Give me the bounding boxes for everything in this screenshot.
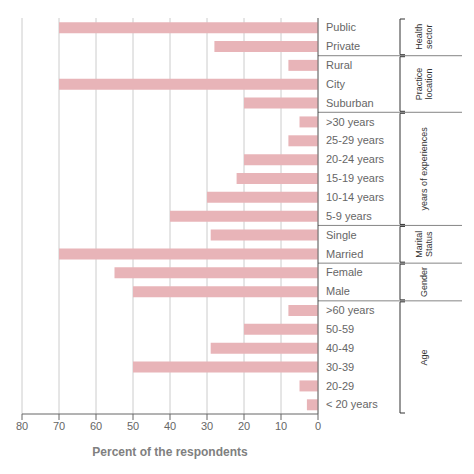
- svg-text:Status: Status: [424, 231, 434, 257]
- svg-text:City: City: [326, 78, 345, 90]
- svg-text:>30 years: >30 years: [326, 116, 375, 128]
- svg-text:40-49: 40-49: [326, 342, 354, 354]
- svg-text:30-39: 30-39: [326, 361, 354, 373]
- svg-text:Practice: Practice: [414, 68, 424, 101]
- svg-text:60: 60: [90, 420, 102, 432]
- svg-text:years of experiences: years of experiences: [419, 127, 429, 211]
- svg-text:Rural: Rural: [326, 59, 352, 71]
- svg-text:Health: Health: [414, 24, 424, 50]
- svg-text:Percent of the respondents: Percent of the respondents: [92, 445, 248, 459]
- svg-text:80: 80: [16, 420, 28, 432]
- svg-text:Gender: Gender: [419, 267, 429, 297]
- svg-text:5-9 years: 5-9 years: [326, 210, 372, 222]
- svg-text:Age: Age: [419, 349, 429, 365]
- svg-text:50-59: 50-59: [326, 323, 354, 335]
- svg-text:10-14 years: 10-14 years: [326, 191, 385, 203]
- svg-text:< 20 years: < 20 years: [326, 398, 378, 410]
- svg-text:Female: Female: [326, 266, 363, 278]
- svg-text:Private: Private: [326, 40, 360, 52]
- svg-text:sector: sector: [424, 25, 434, 50]
- svg-text:50: 50: [127, 420, 139, 432]
- svg-text:15-19 years: 15-19 years: [326, 172, 385, 184]
- svg-text:25-29 years: 25-29 years: [326, 134, 385, 146]
- svg-text:20-29: 20-29: [326, 380, 354, 392]
- svg-text:Marital: Marital: [414, 231, 424, 258]
- svg-text:0: 0: [315, 420, 321, 432]
- svg-text:70: 70: [53, 420, 65, 432]
- svg-text:Married: Married: [326, 248, 363, 260]
- svg-text:20-24 years: 20-24 years: [326, 153, 385, 165]
- svg-text:>60 years: >60 years: [326, 304, 375, 316]
- svg-text:Male: Male: [326, 285, 350, 297]
- svg-text:40: 40: [164, 420, 176, 432]
- svg-text:Public: Public: [326, 21, 356, 33]
- svg-text:30: 30: [201, 420, 213, 432]
- svg-text:Suburban: Suburban: [326, 97, 374, 109]
- svg-text:location: location: [424, 68, 434, 99]
- svg-text:10: 10: [275, 420, 287, 432]
- svg-text:Single: Single: [326, 229, 357, 241]
- svg-text:20: 20: [238, 420, 250, 432]
